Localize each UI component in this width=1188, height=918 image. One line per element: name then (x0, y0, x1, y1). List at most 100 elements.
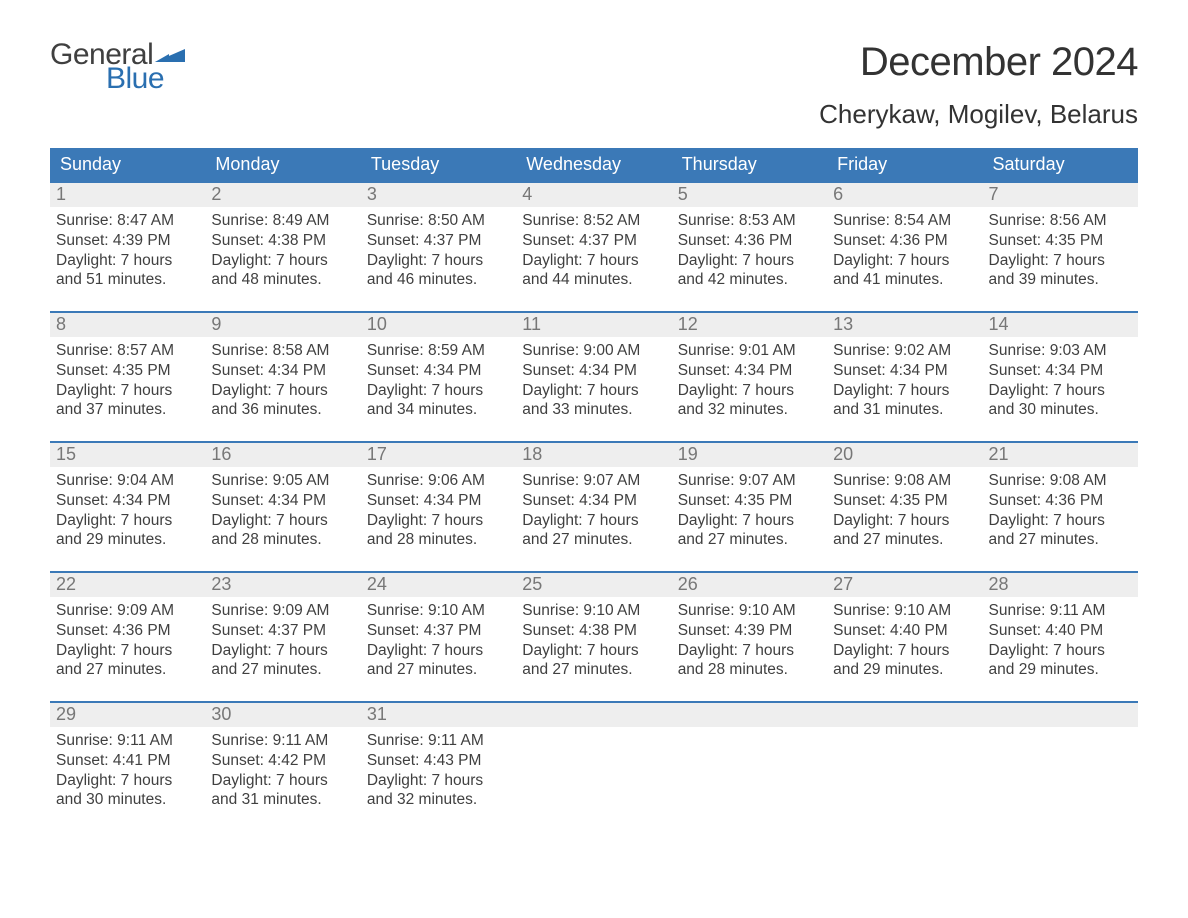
sunset-text: Sunset: 4:34 PM (211, 361, 354, 381)
sunrise-text: Sunrise: 9:01 AM (678, 341, 821, 361)
day-number-empty (672, 703, 827, 727)
daylight-text-line2: and 28 minutes. (678, 660, 821, 680)
title-block: December 2024 Cherykaw, Mogilev, Belarus (819, 40, 1138, 130)
daylight-text-line2: and 34 minutes. (367, 400, 510, 420)
daylight-text-line1: Daylight: 7 hours (989, 381, 1132, 401)
sunrise-text: Sunrise: 8:49 AM (211, 211, 354, 231)
sunset-text: Sunset: 4:40 PM (989, 621, 1132, 641)
day-number: 21 (983, 443, 1138, 467)
day-number: 4 (516, 183, 671, 207)
day-cell: 27Sunrise: 9:10 AMSunset: 4:40 PMDayligh… (827, 573, 982, 695)
month-title: December 2024 (819, 40, 1138, 85)
daylight-text-line1: Daylight: 7 hours (989, 641, 1132, 661)
dow-monday: Monday (205, 148, 360, 181)
daylight-text-line2: and 32 minutes. (367, 790, 510, 810)
day-number: 12 (672, 313, 827, 337)
daylight-text-line1: Daylight: 7 hours (56, 641, 199, 661)
daylight-text-line2: and 27 minutes. (367, 660, 510, 680)
day-cell: 21Sunrise: 9:08 AMSunset: 4:36 PMDayligh… (983, 443, 1138, 565)
day-number: 17 (361, 443, 516, 467)
day-body: Sunrise: 8:54 AMSunset: 4:36 PMDaylight:… (827, 207, 982, 298)
day-cell: 19Sunrise: 9:07 AMSunset: 4:35 PMDayligh… (672, 443, 827, 565)
week-row: 22Sunrise: 9:09 AMSunset: 4:36 PMDayligh… (50, 571, 1138, 695)
day-cell: 6Sunrise: 8:54 AMSunset: 4:36 PMDaylight… (827, 183, 982, 305)
day-body: Sunrise: 9:11 AMSunset: 4:41 PMDaylight:… (50, 727, 205, 818)
day-body: Sunrise: 8:47 AMSunset: 4:39 PMDaylight:… (50, 207, 205, 298)
daylight-text-line2: and 27 minutes. (522, 660, 665, 680)
sunset-text: Sunset: 4:34 PM (211, 491, 354, 511)
day-body: Sunrise: 8:59 AMSunset: 4:34 PMDaylight:… (361, 337, 516, 428)
sunrise-text: Sunrise: 9:11 AM (989, 601, 1132, 621)
week-row: 1Sunrise: 8:47 AMSunset: 4:39 PMDaylight… (50, 181, 1138, 305)
day-body: Sunrise: 9:10 AMSunset: 4:40 PMDaylight:… (827, 597, 982, 688)
week-row: 29Sunrise: 9:11 AMSunset: 4:41 PMDayligh… (50, 701, 1138, 825)
daylight-text-line1: Daylight: 7 hours (211, 641, 354, 661)
day-cell: 29Sunrise: 9:11 AMSunset: 4:41 PMDayligh… (50, 703, 205, 825)
daylight-text-line2: and 27 minutes. (678, 530, 821, 550)
daylight-text-line1: Daylight: 7 hours (211, 511, 354, 531)
sunrise-text: Sunrise: 9:02 AM (833, 341, 976, 361)
sunrise-text: Sunrise: 9:08 AM (989, 471, 1132, 491)
sunset-text: Sunset: 4:34 PM (522, 361, 665, 381)
sunset-text: Sunset: 4:34 PM (367, 361, 510, 381)
daylight-text-line1: Daylight: 7 hours (678, 381, 821, 401)
daylight-text-line2: and 31 minutes. (833, 400, 976, 420)
daylight-text-line1: Daylight: 7 hours (211, 771, 354, 791)
day-number: 30 (205, 703, 360, 727)
sunrise-text: Sunrise: 8:56 AM (989, 211, 1132, 231)
dow-thursday: Thursday (672, 148, 827, 181)
sunset-text: Sunset: 4:40 PM (833, 621, 976, 641)
day-body: Sunrise: 9:08 AMSunset: 4:35 PMDaylight:… (827, 467, 982, 558)
logo-text-blue: Blue (106, 64, 185, 94)
day-body: Sunrise: 8:49 AMSunset: 4:38 PMDaylight:… (205, 207, 360, 298)
sunrise-text: Sunrise: 9:11 AM (211, 731, 354, 751)
day-cell: 31Sunrise: 9:11 AMSunset: 4:43 PMDayligh… (361, 703, 516, 825)
day-cell: 26Sunrise: 9:10 AMSunset: 4:39 PMDayligh… (672, 573, 827, 695)
location: Cherykaw, Mogilev, Belarus (819, 99, 1138, 130)
day-cell: 15Sunrise: 9:04 AMSunset: 4:34 PMDayligh… (50, 443, 205, 565)
sunset-text: Sunset: 4:39 PM (678, 621, 821, 641)
sunset-text: Sunset: 4:34 PM (833, 361, 976, 381)
day-number: 6 (827, 183, 982, 207)
daylight-text-line2: and 29 minutes. (989, 660, 1132, 680)
sunset-text: Sunset: 4:35 PM (678, 491, 821, 511)
daylight-text-line1: Daylight: 7 hours (367, 641, 510, 661)
day-cell: 25Sunrise: 9:10 AMSunset: 4:38 PMDayligh… (516, 573, 671, 695)
header: General Blue December 2024 Cherykaw, Mog… (50, 40, 1138, 130)
day-cell: 18Sunrise: 9:07 AMSunset: 4:34 PMDayligh… (516, 443, 671, 565)
daylight-text-line2: and 41 minutes. (833, 270, 976, 290)
daylight-text-line2: and 36 minutes. (211, 400, 354, 420)
day-number: 3 (361, 183, 516, 207)
sunrise-text: Sunrise: 9:09 AM (211, 601, 354, 621)
calendar: Sunday Monday Tuesday Wednesday Thursday… (50, 148, 1138, 825)
daylight-text-line1: Daylight: 7 hours (522, 641, 665, 661)
daylight-text-line2: and 48 minutes. (211, 270, 354, 290)
sunrise-text: Sunrise: 9:11 AM (367, 731, 510, 751)
day-number-empty (827, 703, 982, 727)
daylight-text-line2: and 28 minutes. (367, 530, 510, 550)
day-number: 27 (827, 573, 982, 597)
daylight-text-line2: and 27 minutes. (56, 660, 199, 680)
daylight-text-line2: and 39 minutes. (989, 270, 1132, 290)
day-number: 22 (50, 573, 205, 597)
day-number: 26 (672, 573, 827, 597)
day-body: Sunrise: 9:02 AMSunset: 4:34 PMDaylight:… (827, 337, 982, 428)
daylight-text-line2: and 31 minutes. (211, 790, 354, 810)
sunset-text: Sunset: 4:37 PM (211, 621, 354, 641)
sunrise-text: Sunrise: 9:07 AM (522, 471, 665, 491)
sunrise-text: Sunrise: 9:11 AM (56, 731, 199, 751)
sunrise-text: Sunrise: 8:57 AM (56, 341, 199, 361)
day-cell: 14Sunrise: 9:03 AMSunset: 4:34 PMDayligh… (983, 313, 1138, 435)
dow-sunday: Sunday (50, 148, 205, 181)
day-body: Sunrise: 9:10 AMSunset: 4:39 PMDaylight:… (672, 597, 827, 688)
day-cell: 13Sunrise: 9:02 AMSunset: 4:34 PMDayligh… (827, 313, 982, 435)
daylight-text-line1: Daylight: 7 hours (522, 251, 665, 271)
sunset-text: Sunset: 4:37 PM (367, 231, 510, 251)
daylight-text-line1: Daylight: 7 hours (367, 511, 510, 531)
daylight-text-line1: Daylight: 7 hours (989, 511, 1132, 531)
daylight-text-line1: Daylight: 7 hours (211, 251, 354, 271)
daylight-text-line1: Daylight: 7 hours (678, 511, 821, 531)
day-body: Sunrise: 8:50 AMSunset: 4:37 PMDaylight:… (361, 207, 516, 298)
sunset-text: Sunset: 4:35 PM (833, 491, 976, 511)
daylight-text-line2: and 42 minutes. (678, 270, 821, 290)
